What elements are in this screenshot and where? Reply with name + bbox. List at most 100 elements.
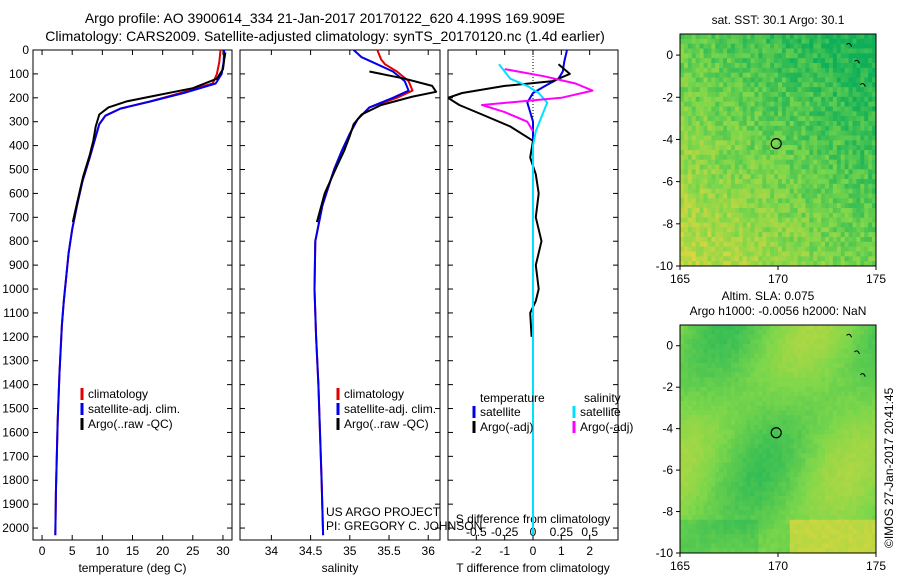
difference-series-argo-adj-salinity (481, 68, 594, 132)
depth-tick-label: 0 (22, 43, 29, 57)
salinity-legend-label: Argo(..raw -QC) (344, 417, 429, 431)
sla_map-ytick-label: -4 (662, 422, 673, 436)
depth-tick-label: 2000 (2, 521, 29, 535)
temperature-xtick-label: 0 (39, 544, 46, 558)
temperature-series-satellite-adj-clim (54, 50, 226, 536)
salinity-legend-label: climatology (344, 387, 404, 401)
salinity-xtick-label: 34 (265, 544, 279, 558)
salinity-series-argo-raw-qc (315, 70, 438, 223)
sla_map-ytick-label: 0 (666, 339, 673, 353)
salinity-diff-tick-label: 0.25 (550, 525, 574, 539)
sst_map-xtick-label: 170 (768, 272, 788, 286)
salinity-xtick-label: 36 (422, 544, 436, 558)
difference-xtick-label: 0 (530, 544, 537, 558)
sst_map-ytick-label: -4 (662, 132, 673, 146)
salinity-diff-tick-label: -0.5 (466, 525, 487, 539)
argo-position-marker (770, 138, 782, 150)
sla_map-heatmap-cells (680, 325, 877, 554)
imos-timestamp: ©IMOS 27-Jan-2017 20:41:45 (882, 387, 896, 548)
argo-position-marker (770, 427, 782, 439)
temperature-legend-label: Argo(..raw -QC) (88, 417, 173, 431)
sst_map-ytick-label: -2 (662, 90, 673, 104)
island-outline (846, 42, 853, 47)
sst_map-panel: 165 170 175 0 -2 -4 -6 -8 -10 sat. SST: 30.1 Argo… (656, 13, 887, 286)
plot-title-line2: Climatology: CARS2009. Satellite-adjuste… (45, 28, 605, 44)
temperature-panel: 0 5 10 15 20 25 30 temperature (deg C) 0 100 200 30… (2, 43, 233, 575)
credit-pi: PI: GREGORY C. JOHNSON (326, 519, 482, 533)
depth-tick-label: 1600 (2, 425, 29, 439)
sst_map-ytick-label: -6 (662, 175, 673, 189)
depth-tick-label: 500 (9, 163, 29, 177)
island-outline (846, 333, 853, 338)
salinity-panel: 34 34.5 35 35.5 36 salinity climatologysatelli… (239, 49, 441, 575)
depth-tick-label: 1400 (2, 378, 29, 392)
salinity-legend-label: satellite-adj. clim. (344, 402, 436, 416)
difference-xtick-label: -2 (471, 544, 482, 558)
difference-xtick-label: -1 (499, 544, 510, 558)
sla_map-ytick-label: -2 (662, 380, 673, 394)
depth-tick-label: 1800 (2, 473, 29, 487)
sla_map-xtick-label: 170 (768, 559, 788, 573)
difference-panel: -2 -1 0 1 2 T difference from climatology -0.5… (447, 49, 633, 575)
island-outline (859, 83, 866, 87)
depth-tick-label: 1100 (3, 306, 29, 320)
temperature-xlabel: temperature (deg C) (78, 561, 186, 575)
depth-tick-label: 1200 (2, 330, 29, 344)
temperature-series-argo-raw-qc (71, 52, 227, 223)
depth-tick-label: 900 (9, 258, 29, 272)
sst_map-ytick-label: -10 (656, 259, 674, 273)
legend-salinity-heading: salinity (584, 391, 621, 405)
depth-tick-label: 100 (9, 67, 29, 81)
depth-tick-label: 800 (9, 234, 29, 248)
difference-xtick-label: 2 (586, 544, 593, 558)
temperature-xtick-label: 15 (126, 544, 140, 558)
temperature-xtick-label: 10 (96, 544, 110, 558)
sla_map-ytick-label: -6 (662, 463, 673, 477)
temperature-xtick-label: 20 (156, 544, 170, 558)
island-outline (854, 59, 860, 64)
depth-tick-label: 300 (9, 115, 29, 129)
legend-salinity-label: satellite (580, 405, 621, 419)
credit-project: US ARGO PROJECT (326, 505, 441, 519)
salinity-xtick-label: 35 (343, 544, 357, 558)
sla_map-ytick-label: -8 (662, 505, 673, 519)
plot-title-line1: Argo profile: AO 3900614_334 21-Jan-2017… (84, 10, 566, 26)
sst_map-ytick-label: -8 (662, 217, 673, 231)
salinity-diff-tick-label: -0.25 (491, 525, 519, 539)
sla_map-xtick-label: 175 (866, 559, 886, 573)
island-outline (854, 350, 860, 355)
salinity-axes-frame (239, 49, 441, 541)
temperature-xtick-label: 5 (69, 544, 76, 558)
depth-tick-label: 600 (9, 186, 29, 200)
salinity-xtick-label: 35.5 (377, 544, 401, 558)
temperature-legend-label: satellite-adj. clim. (88, 402, 180, 416)
depth-tick-label: 1300 (2, 354, 29, 368)
sst_map-heatmap-cells (680, 34, 877, 267)
sst_map-xtick-label: 165 (670, 272, 690, 286)
legend-salinity-label: Argo(-adj) (580, 420, 633, 434)
difference-xlabel: T difference from climatology (456, 561, 610, 575)
sla_map-title-line1: Altim. SLA: 0.075 (722, 289, 815, 303)
legend-temperature-label: Argo(-adj) (480, 420, 533, 434)
legend-temperature-heading: temperature (480, 391, 545, 405)
depth-tick-label: 400 (9, 139, 29, 153)
temperature-xtick-label: 25 (186, 544, 200, 558)
temperature-axes-frame (32, 49, 233, 541)
depth-tick-label: 1500 (2, 402, 29, 416)
difference-series-satellite-salinity (498, 63, 549, 536)
depth-tick-label: 1700 (2, 449, 29, 463)
sla_map-title-line2: Argo h1000: -0.0056 h2000: NaN (690, 304, 867, 318)
island-outline (859, 373, 866, 377)
depth-tick-label: 1900 (2, 497, 29, 511)
sla_map-panel: 165 170 175 0 -2 -4 -6 -8 -10 Altim. SLA: 0.075Ar… (656, 289, 887, 573)
difference-series-argo-adj-temperature (448, 63, 571, 337)
sla_map-ytick-label: -10 (656, 546, 674, 560)
sst_map-ytick-label: 0 (666, 48, 673, 62)
depth-tick-label: 700 (9, 210, 29, 224)
legend-temperature-label: satellite (480, 405, 521, 419)
salinity-series-satellite-adj-clim (313, 50, 410, 536)
sla_map-xtick-label: 165 (670, 559, 690, 573)
salinity-xtick-label: 34.5 (299, 544, 323, 558)
salinity-xlabel: salinity (322, 561, 359, 575)
